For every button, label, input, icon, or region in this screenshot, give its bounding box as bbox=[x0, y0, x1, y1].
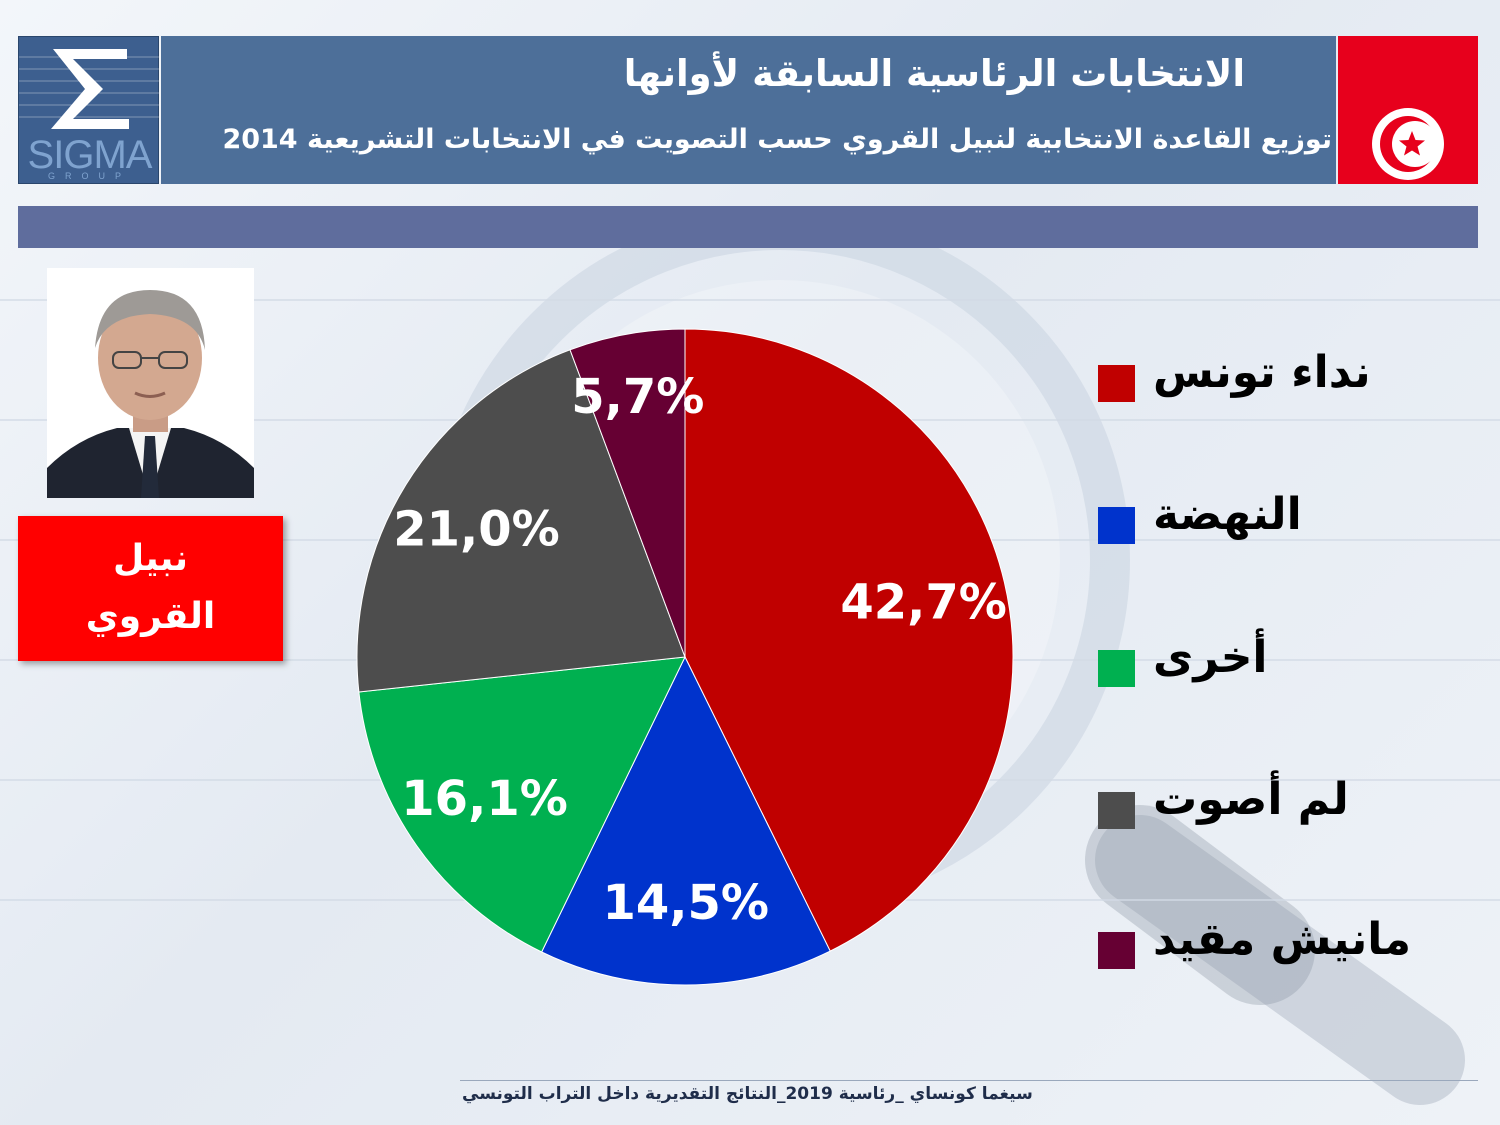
legend-swatch bbox=[1098, 792, 1135, 829]
candidate-last-name: القروي bbox=[85, 596, 216, 637]
footer-text: سيغما كونساي _رئاسية 2019_النتائج التقدي… bbox=[462, 1084, 1033, 1104]
pie-slice-1 bbox=[540, 655, 831, 986]
pie-data-label-2: 16,1% bbox=[401, 771, 568, 827]
sigma-icon bbox=[19, 49, 160, 129]
title-banner bbox=[161, 36, 1336, 184]
pie-data-label-3: 21,0% bbox=[393, 501, 560, 557]
logo-subtitle: GROUP bbox=[47, 171, 131, 181]
pie-data-label-4: 5,7% bbox=[571, 369, 704, 425]
legend-swatch bbox=[1098, 507, 1135, 544]
candidate-first-name: نبيل bbox=[112, 538, 189, 579]
tunisia-flag-icon bbox=[1338, 36, 1478, 184]
page-subtitle: توزيع القاعدة الانتخابية لنبيل القروي حس… bbox=[222, 124, 1332, 155]
logo-name: SIGMA bbox=[27, 133, 153, 177]
legend-swatch bbox=[1098, 650, 1135, 687]
page-title: الانتخابات الرئاسية السابقة لأوانها bbox=[623, 52, 1245, 95]
header-band bbox=[18, 206, 1478, 248]
legend-swatch bbox=[1098, 932, 1135, 969]
candidate-photo bbox=[47, 268, 254, 498]
legend-swatch bbox=[1098, 365, 1135, 402]
footer-divider bbox=[460, 1080, 1478, 1081]
legend-label: مانيش مقيد bbox=[1153, 914, 1412, 965]
legend-label: أخرى bbox=[1153, 632, 1268, 683]
pie-slice-3 bbox=[356, 349, 686, 693]
pie-data-label-1: 14,5% bbox=[603, 875, 770, 931]
pie-slice-2 bbox=[358, 656, 686, 953]
pie-data-label-0: 42,7% bbox=[840, 574, 1007, 630]
pie-chart: 42,7% 14,5% 16,1% 21,0% 5,7% bbox=[356, 328, 1014, 986]
pie-slice-0 bbox=[684, 328, 1014, 952]
pie-slice-4 bbox=[569, 328, 686, 658]
candidate-name-box: نبيل القروي bbox=[18, 516, 283, 661]
legend-label: نداء تونس bbox=[1153, 347, 1371, 398]
legend-label: النهضة bbox=[1153, 489, 1302, 540]
flag-emblem-icon bbox=[1372, 108, 1444, 180]
sigma-logo: SIGMA GROUP bbox=[18, 36, 160, 184]
legend-label: لم أصوت bbox=[1153, 774, 1349, 825]
